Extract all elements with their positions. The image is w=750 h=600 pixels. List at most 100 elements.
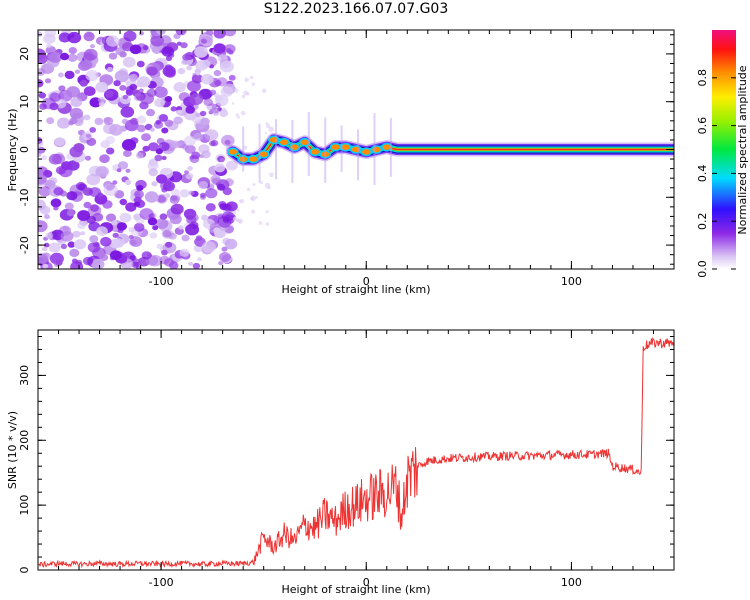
- noise-blob: [197, 257, 202, 262]
- noise-blob: [244, 77, 249, 83]
- noise-blob: [239, 199, 242, 203]
- noise-blob: [170, 106, 177, 112]
- noise-blob: [125, 89, 134, 96]
- noise-blob: [38, 68, 46, 76]
- noise-blob: [182, 53, 191, 61]
- noise-blob: [44, 30, 57, 38]
- noise-blob: [155, 119, 162, 125]
- noise-blob: [268, 126, 275, 133]
- noise-blob: [67, 241, 76, 248]
- noise-blob: [85, 70, 99, 82]
- noise-blob: [152, 225, 159, 231]
- signal-blob: [360, 147, 373, 157]
- y-tick-label: 100: [18, 495, 31, 516]
- noise-blob: [122, 56, 136, 68]
- signal-track: [225, 111, 674, 186]
- noise-blob: [181, 60, 188, 65]
- noise-blob: [95, 81, 109, 93]
- noise-blob: [64, 70, 75, 80]
- noise-blob: [44, 214, 50, 220]
- noise-blob: [226, 48, 232, 53]
- noise-blob: [41, 155, 48, 161]
- noise-blob: [149, 127, 155, 132]
- noise-blob: [53, 205, 59, 211]
- noise-blob: [200, 38, 207, 44]
- noise-blob: [104, 90, 114, 98]
- noise-blob: [81, 131, 93, 141]
- noise-blob: [120, 106, 135, 118]
- noise-blob: [139, 92, 154, 105]
- noise-blob: [213, 70, 222, 77]
- spectrogram-y-axis-label: Frequency (Hz): [6, 109, 19, 192]
- noise-blob: [235, 113, 239, 117]
- noise-blob: [221, 108, 227, 112]
- noise-blob: [193, 132, 204, 141]
- noise-blob: [161, 249, 168, 256]
- noise-blob: [255, 196, 259, 199]
- noise-blob: [58, 72, 64, 78]
- noise-blob: [179, 189, 190, 198]
- noise-blob: [251, 209, 256, 214]
- signal-blob: [319, 150, 331, 159]
- noise-blob: [154, 98, 166, 108]
- snr-frame: [37, 329, 675, 571]
- noise-blob: [60, 243, 67, 250]
- noise-blob: [83, 114, 91, 121]
- noise-blob: [50, 198, 62, 208]
- noise-blob: [83, 31, 95, 42]
- x-tick-label: 0: [363, 576, 370, 589]
- noise-blob: [199, 110, 207, 117]
- noise-blob: [136, 152, 144, 159]
- noise-blob: [149, 30, 164, 37]
- noise-blob: [258, 221, 263, 225]
- snr-panel: -100 0 100 0 100 200 300 Height of straight li…: [6, 329, 675, 596]
- noise-blob: [121, 139, 137, 151]
- noise-blob: [209, 89, 217, 96]
- noise-blob: [74, 69, 81, 74]
- noise-blob: [48, 51, 62, 63]
- noise-blob: [183, 135, 196, 146]
- x-tick-label: 0: [363, 275, 370, 288]
- y-tick-label: 20: [18, 47, 31, 61]
- noise-blob: [177, 67, 186, 75]
- noise-blob: [217, 183, 226, 191]
- noise-blob: [125, 202, 137, 212]
- noise-blob: [187, 80, 201, 92]
- noise-blob: [133, 201, 141, 207]
- noise-blob: [106, 147, 115, 155]
- noise-blob: [176, 109, 183, 115]
- noise-blob: [188, 190, 195, 196]
- noise-blob: [136, 185, 144, 191]
- signal-blob: [339, 142, 352, 152]
- noise-blob: [100, 254, 109, 261]
- noise-blob: [195, 71, 201, 76]
- noise-blob: [38, 146, 46, 154]
- noise-blob: [80, 231, 86, 236]
- snr-x-axis-label: Height of straight line (km): [281, 583, 430, 596]
- noise-blob: [112, 180, 118, 185]
- noise-blob: [38, 53, 48, 65]
- noise-blob: [130, 117, 139, 125]
- noise-blob: [43, 242, 50, 248]
- colorbar: 0.0 0.2 0.4 0.6 0.8 Normalized spectral ampl…: [696, 30, 749, 278]
- x-tick-label: 100: [561, 576, 582, 589]
- noise-blob: [67, 53, 78, 63]
- noise-blob: [221, 134, 235, 147]
- noise-blob: [187, 166, 193, 171]
- noise-blob: [192, 262, 201, 269]
- noise-blob: [262, 88, 267, 94]
- signal-blob: [227, 147, 239, 157]
- noise-blob: [129, 44, 142, 55]
- noise-blob: [98, 101, 105, 107]
- noise-blob: [266, 124, 271, 129]
- noise-blob: [210, 139, 219, 147]
- x-tick-label: -100: [149, 275, 174, 288]
- noise-blob: [180, 42, 188, 49]
- y-tick-label: -20: [18, 236, 31, 254]
- noise-blob: [170, 188, 180, 196]
- noise-blob: [188, 213, 199, 223]
- noise-blob: [124, 179, 132, 185]
- noise-blob: [210, 174, 221, 184]
- noise-blob: [77, 221, 87, 230]
- noise-blob: [38, 137, 43, 145]
